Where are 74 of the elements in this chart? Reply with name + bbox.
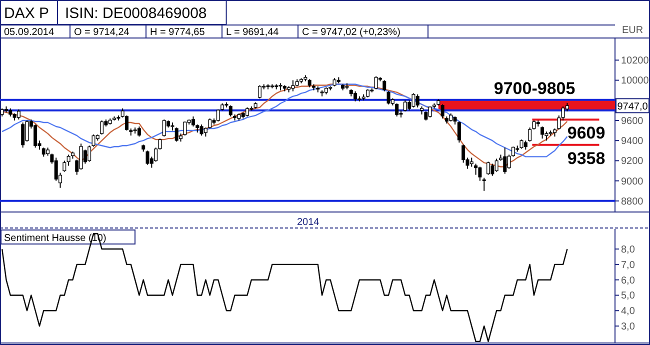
candlestick [137,126,141,138]
candlestick [174,127,178,142]
candlestick [16,108,20,120]
candlestick [66,154,70,166]
y-tick-label: 9600 [621,116,644,127]
candlestick [386,90,390,105]
candlestick [25,120,29,142]
candlestick [395,102,399,117]
candlestick [457,120,461,144]
y-tick-label: 10000 [621,76,650,87]
candlestick [403,100,407,112]
candlestick [494,158,498,172]
candlestick [34,124,38,148]
text: 9747,0 [617,102,648,113]
y-tick-label: 5,0 [621,290,636,302]
y-tick-label: 9400 [621,136,644,148]
y-tick-label: 4,0 [621,306,636,318]
y-tick-label: 8800 [621,196,644,208]
text: 05.09.2014 [4,27,54,38]
candlestick [79,143,83,170]
text: L = 9691,44 [226,27,280,38]
candlestick [524,140,528,150]
candlestick [62,160,66,172]
candlestick [382,80,386,92]
candlestick [416,94,420,108]
candlestick [124,114,128,132]
y-tick-label: 9000 [621,176,644,188]
candlestick [482,177,486,192]
candlestick [42,147,46,158]
candlestick [146,150,150,166]
candlestick [216,108,220,122]
band-label: 9700-9805 [494,78,576,98]
candlestick [490,163,494,176]
ref-line-label: 9609 [567,124,606,143]
candlestick [21,122,25,148]
y-tick-label: 6,0 [621,275,636,286]
y-tick-label: 9200 [621,156,644,168]
text: O = 9714,24 [74,27,130,38]
candlestick [462,144,466,164]
text: C = 9747,02 (+0,23%) [302,27,400,38]
y-tick-label: 8,0 [621,244,636,256]
ref-line-label: 9358 [567,148,606,168]
candlestick [291,80,295,92]
candlestick [200,124,204,136]
candlestick [162,118,166,138]
candlestick [486,161,490,176]
y-axis-title: EUR [622,25,644,36]
candlestick [440,104,444,119]
candlestick [520,139,524,150]
candlestick [258,84,262,99]
candlestick [191,116,195,128]
candlestick [478,166,482,182]
candlestick [412,92,416,108]
chart-title: DAX P [4,5,50,22]
chart-subtitle: ISIN: DE0008469008 [65,5,207,22]
text: H = 9774,65 [150,27,206,38]
candlestick [470,157,474,168]
candlestick [540,126,544,140]
y-tick-label: 3,0 [621,322,636,333]
candlestick [100,120,104,136]
candlestick [474,163,478,176]
candlestick [245,106,249,117]
candlestick [228,104,232,117]
text: 2014 [297,217,320,228]
candlestick [208,118,212,130]
y-tick-label: 10200 [621,56,650,67]
candlestick [204,127,208,138]
line-series [1,233,568,342]
candlestick [374,76,378,90]
candlestick [424,110,428,121]
candlestick [354,90,358,102]
y-tick-label: 7,0 [621,260,636,271]
candlestick [54,157,58,182]
candlestick [503,147,507,174]
